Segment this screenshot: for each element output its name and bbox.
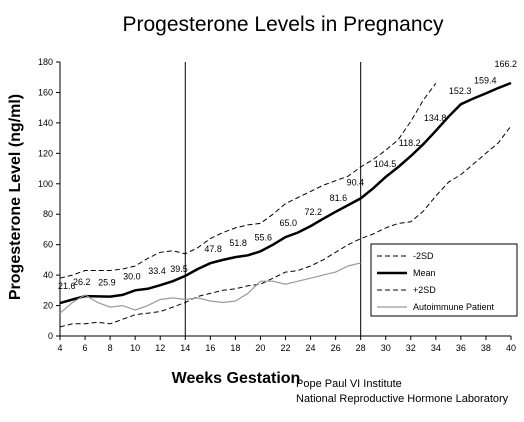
legend-label: +2SD [413,285,436,295]
data-label: 104.5 [374,159,397,169]
x-tick-label: 40 [506,343,516,353]
x-tick-label: 8 [108,343,113,353]
legend-label: -2SD [413,251,434,261]
x-tick-label: 16 [205,343,215,353]
x-tick-label: 36 [456,343,466,353]
y-tick-label: 140 [38,118,53,128]
series-line-2sd [59,125,512,328]
y-tick-label: 60 [43,240,53,250]
x-tick-label: 12 [155,343,165,353]
data-label: 47.8 [204,244,222,254]
data-label: 26.2 [73,277,91,287]
data-label: 81.6 [330,193,348,203]
y-tick-label: 20 [43,301,53,311]
data-label: 51.8 [229,238,247,248]
legend-label: Autoimmune Patient [413,302,495,312]
x-tick-label: 34 [431,343,441,353]
x-tick-label: 32 [406,343,416,353]
y-tick-label: 40 [43,270,53,280]
data-label: 21.6 [58,281,76,291]
x-tick-label: 10 [130,343,140,353]
y-axis-title: Progesterone Level (ng/ml) [7,94,24,300]
data-label: 159.4 [474,75,497,85]
data-label: 90.4 [347,177,365,187]
legend-label: Mean [413,268,436,278]
x-tick-label: 28 [356,343,366,353]
y-tick-label: 180 [38,57,53,67]
data-label: 30.0 [123,271,141,281]
credit-line-2: National Reproductive Hormone Laboratory [296,393,509,405]
data-label: 39.5 [170,264,188,274]
x-axis-title: Weeks Gestation [172,370,301,387]
data-label: 65.0 [280,218,298,228]
x-tick-label: 6 [83,343,88,353]
credit-line-1: Pope Paul VI Institute [296,378,402,390]
data-label: 55.6 [254,232,272,242]
x-tick-label: 38 [481,343,491,353]
y-tick-label: 120 [38,148,53,158]
x-tick-label: 26 [331,343,341,353]
data-label: 166.2 [494,59,517,69]
y-tick-label: 100 [38,179,53,189]
x-tick-label: 4 [57,343,62,353]
data-label: 25.9 [98,278,116,288]
y-tick-label: 160 [38,87,53,97]
series-line-autoimmune-patient [59,262,361,314]
x-tick-label: 14 [180,343,190,353]
x-tick-label: 22 [280,343,290,353]
legend: -2SD Mean +2SD Autoimmune Patient [370,243,518,317]
data-label: 72.2 [305,207,323,217]
series-line-2sd [59,83,437,279]
data-label: 118.2 [399,138,421,148]
x-tick-label: 24 [306,343,316,353]
data-label: 33.4 [148,266,166,276]
y-tick-label: 80 [43,209,53,219]
series-line-mean [59,81,512,305]
x-tick-label: 18 [230,343,240,353]
y-tick-label: 0 [48,331,53,341]
data-label: 134.8 [424,113,447,123]
data-label: 152.3 [449,86,472,96]
chart-title: Progesterone Levels in Pregnancy [122,13,444,36]
x-tick-label: 30 [381,343,391,353]
plot-area: 0 20 40 60 80 100 120 140 160 180 4 6 8 10 12 14 16 18 20 2… [38,57,517,353]
x-tick-label: 20 [255,343,265,353]
